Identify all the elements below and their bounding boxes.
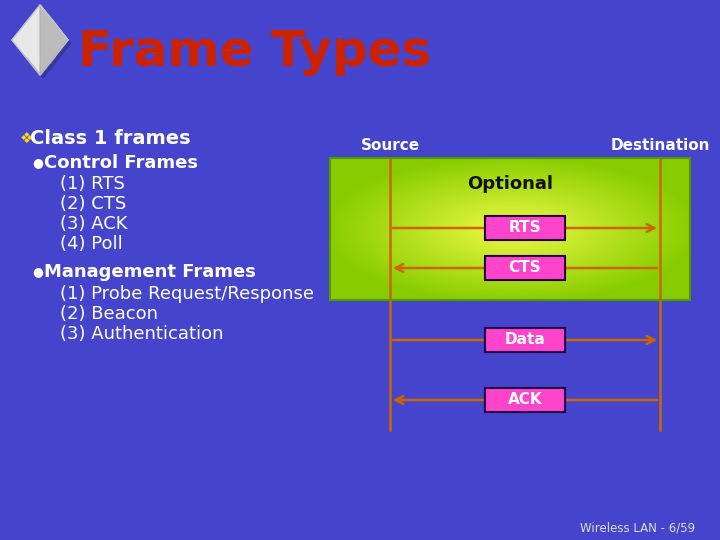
Bar: [330, 158, 690, 300]
Bar: [485, 328, 565, 352]
Text: Control Frames: Control Frames: [44, 154, 198, 172]
Text: (3) ACK: (3) ACK: [60, 215, 127, 233]
Text: Wireless LAN - 6/59: Wireless LAN - 6/59: [580, 522, 695, 535]
Text: Destination: Destination: [611, 138, 710, 153]
Polygon shape: [40, 5, 68, 40]
Bar: [485, 388, 565, 412]
Text: (2) Beacon: (2) Beacon: [60, 305, 158, 323]
Bar: [485, 216, 565, 240]
Text: RTS: RTS: [509, 220, 541, 235]
Text: Management Frames: Management Frames: [44, 263, 256, 281]
Text: Optional: Optional: [467, 175, 553, 193]
Text: (1) Probe Request/Response: (1) Probe Request/Response: [60, 285, 314, 303]
Text: Class 1 frames: Class 1 frames: [30, 129, 191, 147]
Text: ●: ●: [32, 266, 43, 279]
Text: Frame Types: Frame Types: [78, 28, 431, 76]
Text: ●: ●: [32, 157, 43, 170]
Text: ACK: ACK: [508, 393, 542, 408]
Bar: [485, 256, 565, 280]
Text: (4) Poll: (4) Poll: [60, 235, 122, 253]
Text: Source: Source: [361, 138, 420, 153]
Text: CTS: CTS: [509, 260, 541, 275]
Text: ❖: ❖: [20, 131, 34, 145]
Polygon shape: [26, 5, 68, 75]
Text: (1) RTS: (1) RTS: [60, 175, 125, 193]
Text: (3) Authentication: (3) Authentication: [60, 325, 223, 343]
Polygon shape: [15, 8, 71, 78]
Text: (2) CTS: (2) CTS: [60, 195, 126, 213]
Text: Data: Data: [505, 333, 545, 348]
Polygon shape: [12, 5, 68, 75]
